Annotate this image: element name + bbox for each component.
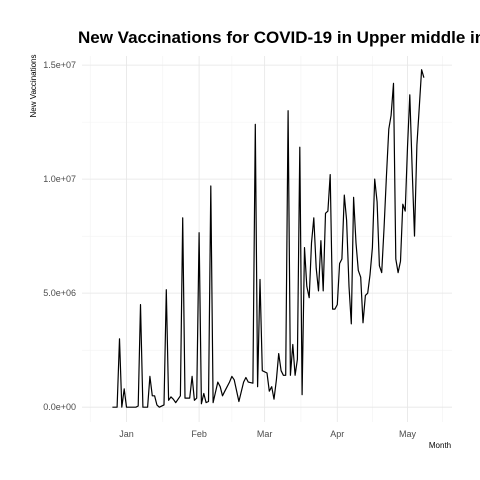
y-tick-label: 0.0e+00 (43, 402, 76, 412)
y-axis-ticks: 0.0e+00 5.0e+06 1.0e+07 1.5e+07 (43, 60, 76, 412)
x-tick-label: May (399, 429, 417, 439)
x-axis-ticks: Jan Feb Mar Apr May (119, 429, 416, 439)
y-tick-label: 5.0e+06 (43, 288, 76, 298)
series-layer (112, 69, 425, 408)
chart-title: New Vaccinations for COVID-19 in Upper m… (78, 28, 480, 47)
x-tick-label: Apr (330, 429, 344, 439)
series-line (112, 69, 425, 408)
y-axis-label: New Vaccinations (29, 55, 38, 118)
x-tick-label: Mar (257, 429, 273, 439)
x-tick-label: Feb (191, 429, 207, 439)
x-tick-label: Jan (119, 429, 134, 439)
x-axis-label: Month (429, 441, 451, 450)
y-tick-label: 1.0e+07 (43, 174, 76, 184)
grid (82, 56, 452, 422)
y-tick-label: 1.5e+07 (43, 60, 76, 70)
